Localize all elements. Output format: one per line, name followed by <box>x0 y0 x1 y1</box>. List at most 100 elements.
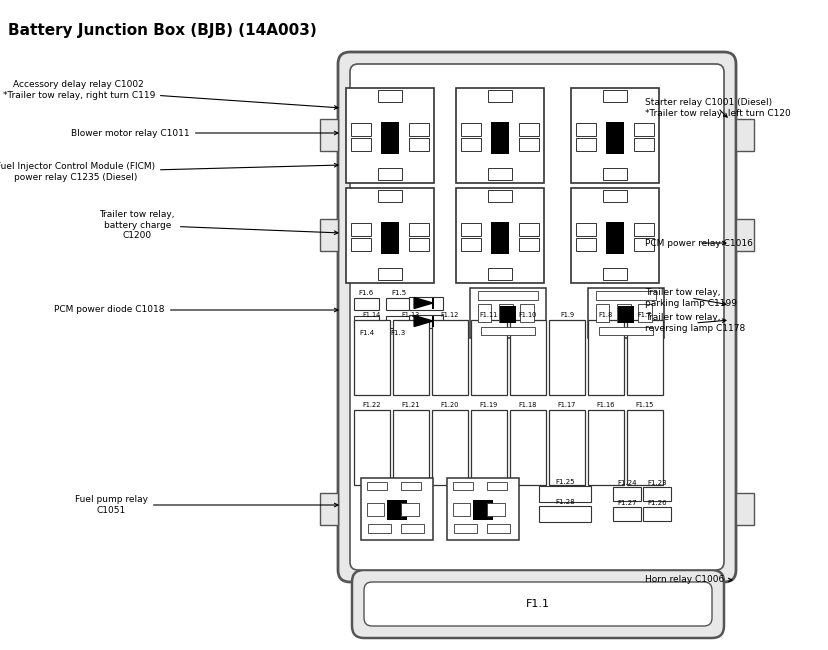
Bar <box>643 507 670 521</box>
Text: F1.5: F1.5 <box>391 290 406 296</box>
Bar <box>518 123 538 136</box>
Bar <box>518 138 538 151</box>
FancyBboxPatch shape <box>338 52 735 582</box>
Bar <box>633 238 653 251</box>
Bar <box>454 524 477 532</box>
FancyBboxPatch shape <box>363 582 711 626</box>
Bar <box>378 190 402 202</box>
Bar <box>378 90 402 102</box>
Bar <box>360 478 432 540</box>
Bar <box>735 119 753 151</box>
Bar <box>735 219 753 251</box>
Bar <box>431 298 434 309</box>
Bar <box>354 410 389 485</box>
Bar <box>487 268 512 280</box>
Bar <box>477 291 537 300</box>
Bar <box>351 223 370 236</box>
Text: F1.7: F1.7 <box>637 312 652 318</box>
Text: F1.13: F1.13 <box>402 312 420 318</box>
Bar <box>575 223 595 236</box>
Bar <box>381 222 398 254</box>
Text: F1.27: F1.27 <box>616 500 636 506</box>
Bar <box>378 268 402 280</box>
Text: Battery Junction Box (BJB) (14A003): Battery Junction Box (BJB) (14A003) <box>8 23 316 38</box>
Bar <box>500 306 515 323</box>
Bar <box>487 482 507 490</box>
Bar <box>633 138 653 151</box>
Bar <box>518 238 538 251</box>
Bar <box>345 88 434 183</box>
Text: Trailer tow relay,
reversing lamp C1178: Trailer tow relay, reversing lamp C1178 <box>644 313 744 333</box>
Bar <box>477 304 491 322</box>
Text: F1.19: F1.19 <box>479 402 498 408</box>
Bar <box>408 296 442 309</box>
Bar <box>472 500 493 519</box>
Bar <box>633 223 653 236</box>
Bar <box>595 291 656 300</box>
Bar <box>570 88 658 183</box>
Bar <box>351 138 370 151</box>
Bar <box>491 222 508 254</box>
Bar <box>431 315 434 326</box>
Bar <box>487 90 512 102</box>
Bar <box>487 503 504 517</box>
Text: F1.26: F1.26 <box>647 500 666 506</box>
Bar <box>387 500 407 519</box>
Bar <box>460 123 480 136</box>
Text: F1.24: F1.24 <box>617 480 636 486</box>
Text: Trailer tow relay,
parking lamp C1199: Trailer tow relay, parking lamp C1199 <box>644 289 736 307</box>
Bar <box>491 122 508 154</box>
Bar <box>455 88 543 183</box>
Bar <box>409 223 428 236</box>
Text: F1.16: F1.16 <box>596 402 614 408</box>
Bar <box>320 493 338 525</box>
Text: F1.8: F1.8 <box>598 312 613 318</box>
Bar <box>612 507 640 521</box>
Text: F1.6: F1.6 <box>359 290 373 296</box>
Bar <box>401 482 421 490</box>
Bar <box>638 304 651 322</box>
Bar <box>487 190 512 202</box>
Bar <box>409 123 428 136</box>
Bar <box>386 316 411 328</box>
Bar <box>575 138 595 151</box>
Bar <box>460 223 480 236</box>
Text: F1.12: F1.12 <box>440 312 459 318</box>
Bar <box>354 298 378 310</box>
Text: Fuel Injector Control Module (FICM)
power relay C1235 (Diesel): Fuel Injector Control Module (FICM) powe… <box>0 162 338 182</box>
Text: PCM power relay C1016: PCM power relay C1016 <box>644 239 752 248</box>
Bar <box>401 524 424 532</box>
Text: F1.20: F1.20 <box>440 402 459 408</box>
Bar <box>735 493 753 525</box>
Bar <box>452 503 469 517</box>
Text: Fuel pump relay
C1051: Fuel pump relay C1051 <box>75 495 338 515</box>
Bar <box>633 123 653 136</box>
Bar <box>498 304 512 322</box>
Bar <box>409 138 428 151</box>
Bar <box>570 187 658 283</box>
Bar <box>612 487 640 501</box>
Text: F1.21: F1.21 <box>402 402 420 408</box>
Bar <box>368 524 391 532</box>
Bar <box>548 410 585 485</box>
Bar <box>470 410 507 485</box>
Bar <box>381 122 398 154</box>
Text: F1.1: F1.1 <box>525 599 549 609</box>
Bar <box>460 238 480 251</box>
Bar <box>587 410 623 485</box>
Bar <box>587 320 623 395</box>
Bar <box>599 326 652 335</box>
Bar <box>602 90 627 102</box>
Text: Horn relay C1006: Horn relay C1006 <box>644 575 731 584</box>
Bar <box>519 304 533 322</box>
Bar <box>481 326 534 335</box>
Bar <box>509 320 546 395</box>
Text: Blower motor relay C1011: Blower motor relay C1011 <box>71 129 338 138</box>
Text: F1.9: F1.9 <box>559 312 573 318</box>
Bar <box>320 219 338 251</box>
Bar <box>320 119 338 151</box>
Text: F1.10: F1.10 <box>518 312 537 318</box>
Bar <box>616 304 630 322</box>
Bar <box>518 223 538 236</box>
Bar <box>605 122 623 154</box>
